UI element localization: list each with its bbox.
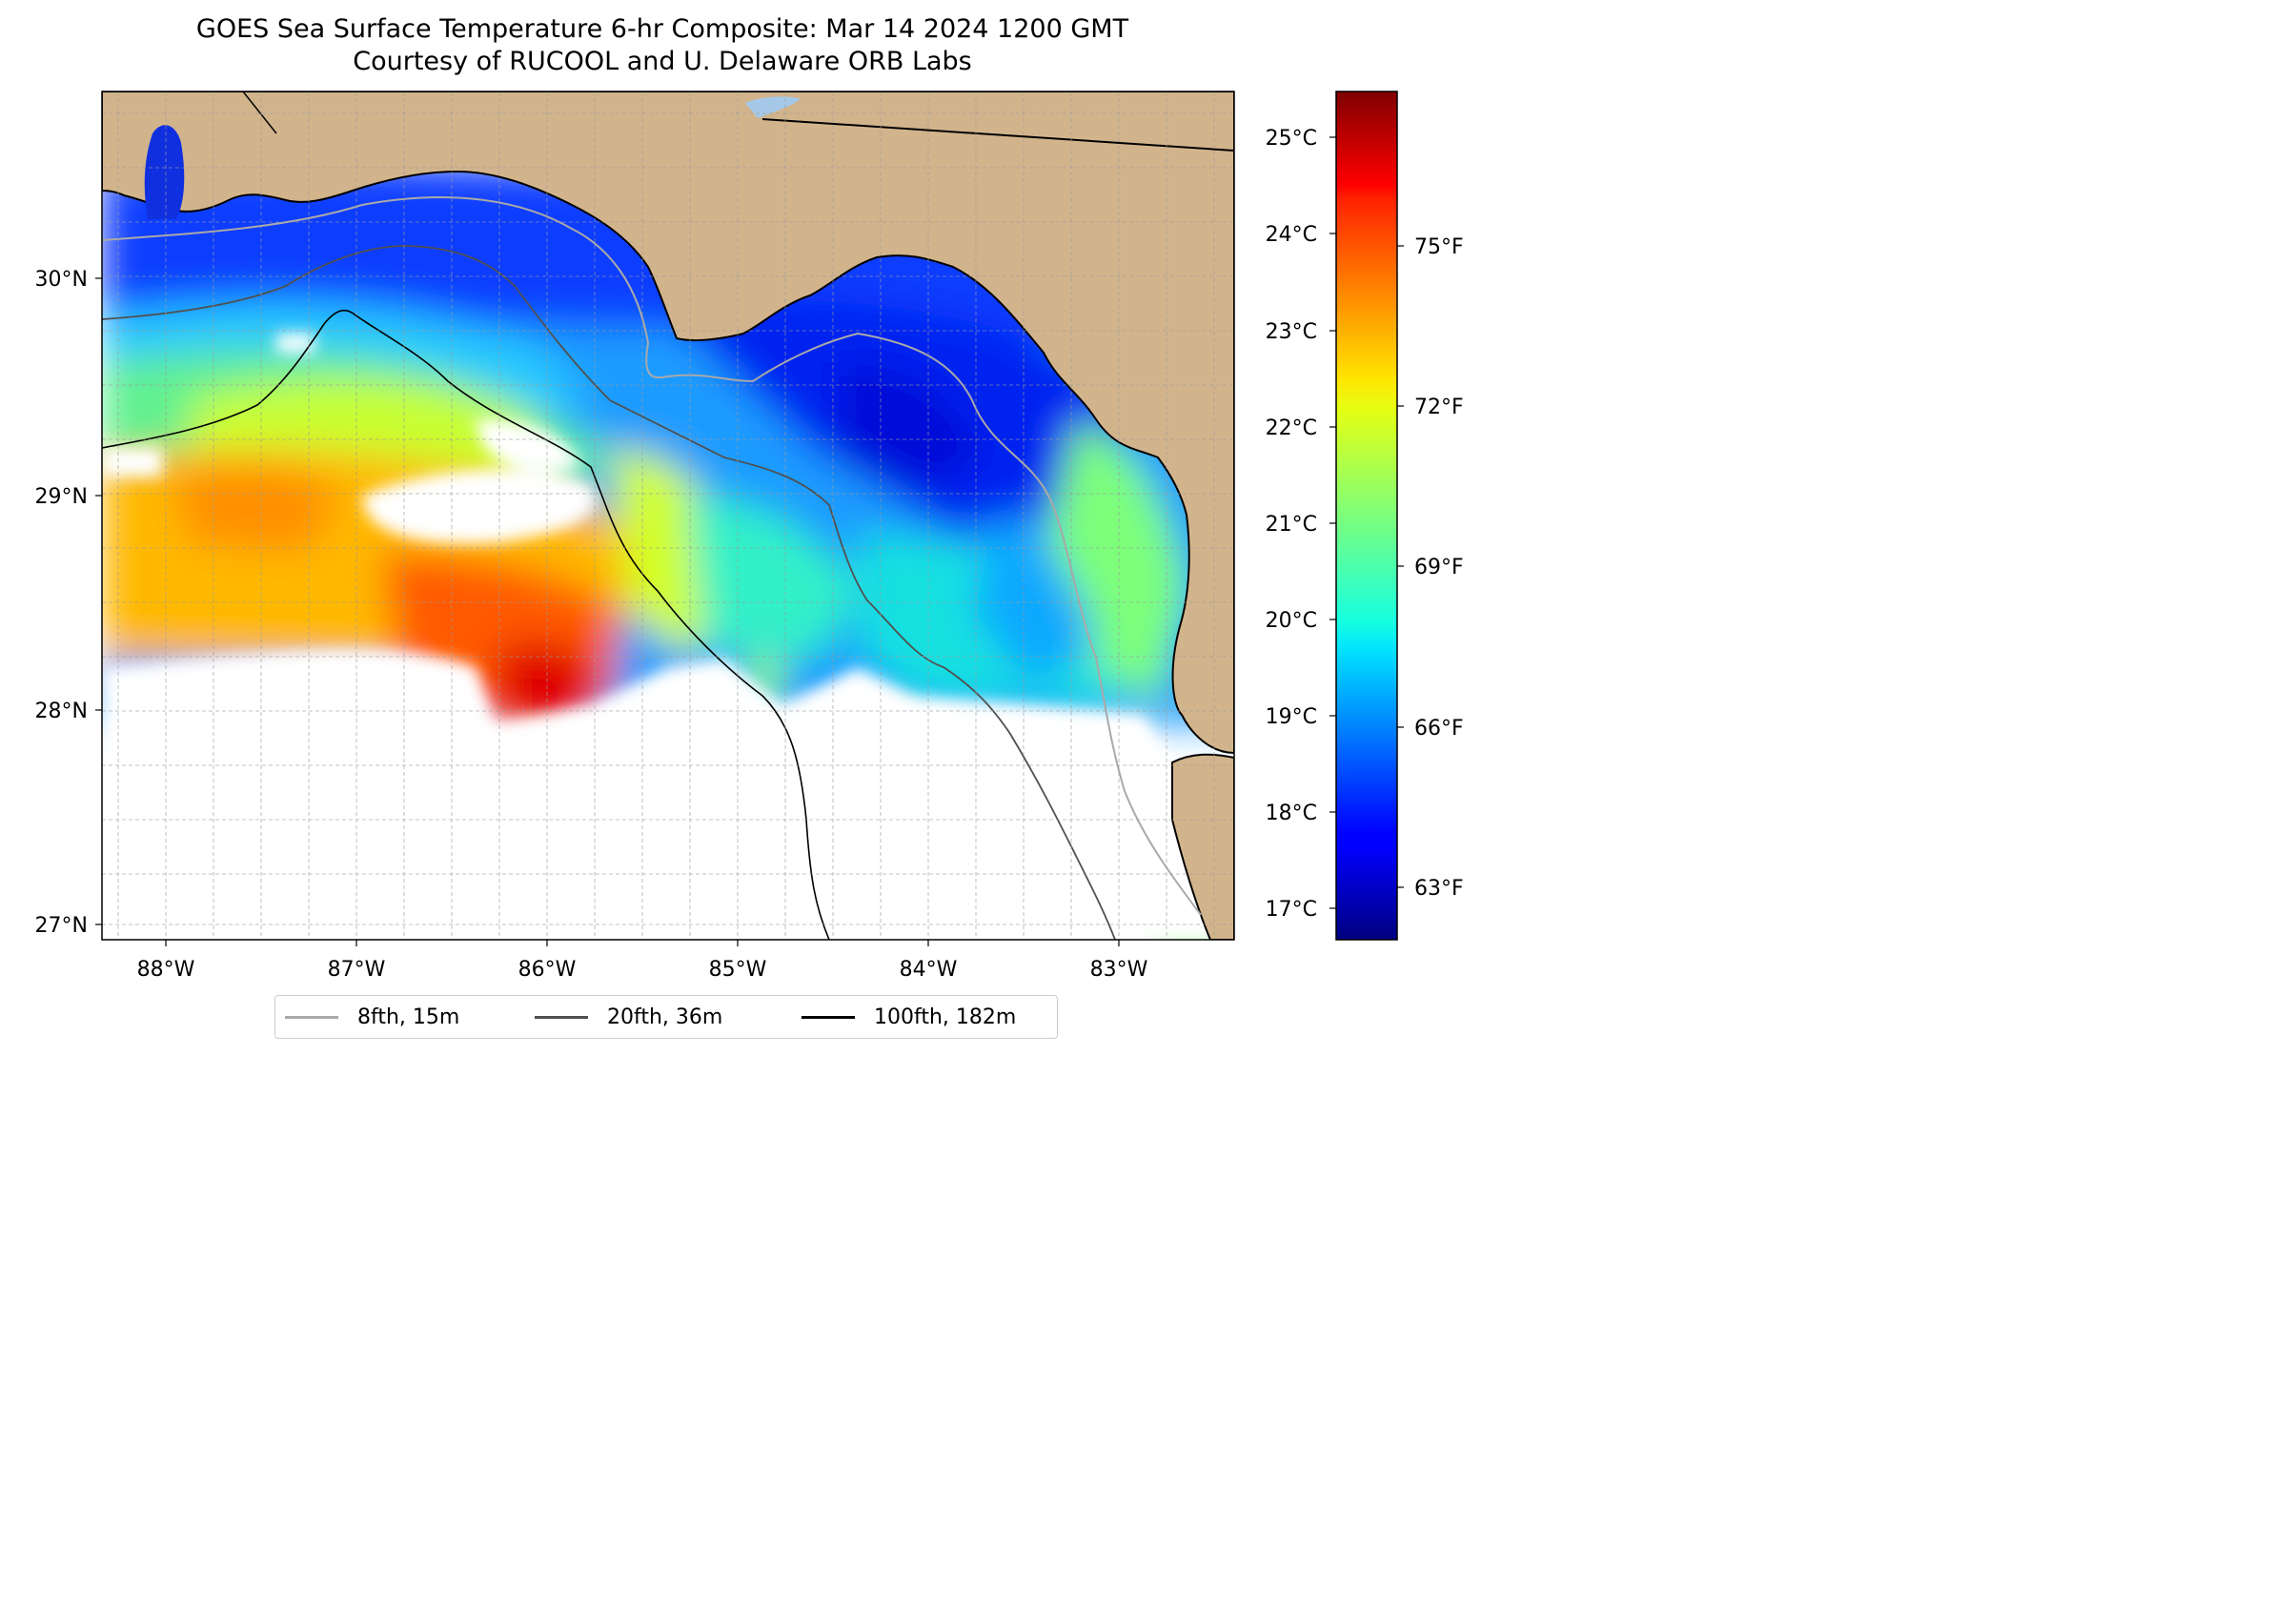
lon-tick-label: 88°W (137, 958, 195, 982)
lat-tick-labels: 30°N 29°N 28°N 27°N (35, 268, 88, 938)
celsius-tick-label: 22°C (1266, 416, 1317, 440)
colorbar-fahrenheit-ticks (1397, 245, 1404, 888)
legend-swatch-8fth (285, 1015, 338, 1019)
celsius-tick-label: 20°C (1266, 609, 1317, 633)
map-frame (101, 91, 1235, 941)
legend-item-8fth: 8fth, 15m (285, 996, 459, 1038)
no-data-areas (102, 334, 1234, 940)
isobath-20fth (102, 245, 1116, 940)
lon-tick-label: 85°W (709, 958, 767, 982)
colorbar-celsius-labels: 25°C 24°C 23°C 22°C 21°C 20°C 19°C 18°C … (1266, 127, 1317, 922)
lat-tick-label: 28°N (35, 700, 88, 723)
lon-tick-labels: 88°W 87°W 86°W 85°W 84°W 83°W (137, 958, 1148, 982)
celsius-tick-label: 21°C (1266, 513, 1317, 537)
legend-item-20fth: 20fth, 36m (535, 996, 722, 1038)
sst-field (102, 162, 1234, 940)
celsius-tick-label: 25°C (1266, 127, 1317, 151)
celsius-tick-label: 19°C (1266, 705, 1317, 729)
title-line-1: GOES Sea Surface Temperature 6-hr Compos… (195, 14, 1129, 44)
colorbar-fahrenheit-labels: 75°F 72°F 69°F 66°F 63°F (1414, 235, 1464, 901)
mobile-bay (144, 125, 185, 219)
colorbar (1335, 91, 1398, 941)
inland-lake (745, 96, 801, 118)
fahrenheit-tick-label: 72°F (1414, 396, 1464, 419)
celsius-tick-label: 24°C (1266, 223, 1317, 247)
colorbar-celsius-ticks (1329, 136, 1336, 909)
legend-swatch-20fth (535, 1015, 588, 1019)
celsius-tick-label: 23°C (1266, 320, 1317, 344)
legend-label-8fth: 8fth, 15m (357, 1005, 460, 1029)
title-line-2: Courtesy of RUCOOL and U. Delaware ORB L… (353, 47, 972, 76)
state-boundary-2 (242, 91, 277, 134)
fahrenheit-tick-label: 66°F (1414, 717, 1464, 741)
lon-tick-label: 87°W (328, 958, 386, 982)
fahrenheit-tick-label: 75°F (1414, 235, 1464, 259)
fahrenheit-tick-label: 69°F (1414, 556, 1464, 579)
lat-tick-label: 29°N (35, 485, 88, 509)
isobath-100fth (102, 309, 830, 940)
axis-ticks (95, 277, 1120, 946)
lon-tick-label: 84°W (900, 958, 958, 982)
figure-title: GOES Sea Surface Temperature 6-hr Compos… (0, 13, 1325, 78)
lat-tick-label: 27°N (35, 914, 88, 938)
isobath-legend: 8fth, 15m 20fth, 36m 100fth, 182m (274, 995, 1058, 1039)
legend-swatch-100fth (802, 1015, 855, 1019)
legend-item-100fth: 100fth, 182m (802, 996, 1016, 1038)
celsius-tick-label: 18°C (1266, 802, 1317, 825)
legend-label-20fth: 20fth, 36m (607, 1005, 723, 1029)
lon-tick-label: 86°W (518, 958, 577, 982)
lon-tick-label: 83°W (1090, 958, 1148, 982)
fahrenheit-tick-label: 63°F (1414, 877, 1464, 901)
celsius-tick-label: 17°C (1266, 898, 1317, 922)
isobath-8fth (102, 196, 1202, 916)
sst-map-figure: 88°W 87°W 86°W 85°W 84°W 83°W 30°N 29°N … (35, 91, 1464, 982)
lat-tick-label: 30°N (35, 268, 88, 292)
state-boundary (761, 118, 1234, 152)
legend-label-100fth: 100fth, 182m (874, 1005, 1017, 1029)
gridlines (102, 91, 1234, 940)
